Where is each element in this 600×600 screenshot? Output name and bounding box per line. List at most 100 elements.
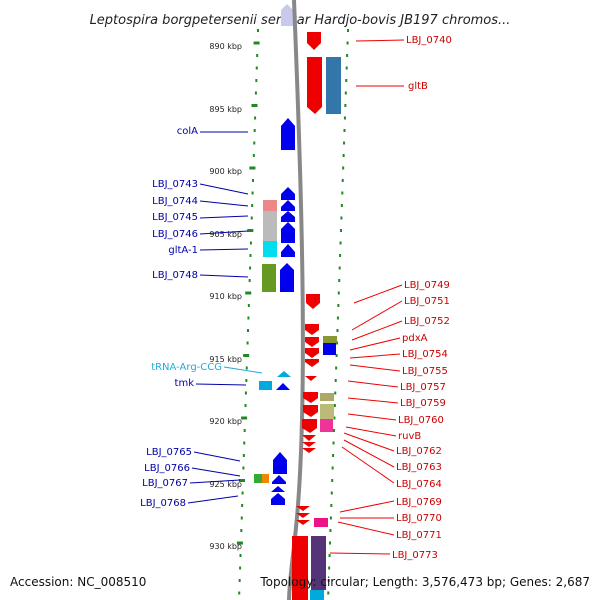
- gene-label[interactable]: tmk: [175, 378, 195, 389]
- gene-feature[interactable]: [262, 264, 276, 292]
- trna-feature[interactable]: [277, 371, 291, 377]
- gene-feature[interactable]: [305, 324, 319, 335]
- gene-feature[interactable]: [281, 200, 295, 211]
- gene-label[interactable]: LBJ_0767: [142, 478, 188, 489]
- gene-feature[interactable]: [320, 419, 333, 432]
- gene-feature[interactable]: [320, 404, 334, 419]
- gene-label[interactable]: LBJ_0762: [396, 446, 442, 457]
- gene-feature[interactable]: [296, 520, 310, 525]
- gene-label[interactable]: LBJ_0744: [152, 196, 198, 207]
- gene-label[interactable]: gltA-1: [168, 245, 198, 256]
- gene-feature[interactable]: [263, 211, 277, 241]
- gene-feature[interactable]: [310, 590, 324, 600]
- gene-feature[interactable]: [303, 392, 318, 403]
- tick-mark: [255, 79, 258, 82]
- gene-feature[interactable]: [271, 493, 285, 505]
- gene-label[interactable]: LBJ_0745: [152, 212, 198, 223]
- gene-feature[interactable]: [262, 474, 269, 483]
- kbp-label: 920 kbp: [209, 417, 242, 426]
- tick-mark: [336, 316, 339, 320]
- gene-feature[interactable]: [302, 448, 316, 453]
- gene-feature[interactable]: [305, 348, 319, 358]
- tick-mark: [245, 379, 248, 382]
- gene-feature[interactable]: [302, 442, 316, 447]
- gene-feature[interactable]: [276, 383, 290, 390]
- gene-label[interactable]: LBJ_0763: [396, 462, 442, 473]
- gene-feature[interactable]: [273, 452, 287, 474]
- gene-feature[interactable]: [323, 343, 336, 355]
- gene-feature[interactable]: [292, 536, 308, 600]
- gene-label[interactable]: LBJ_0765: [146, 447, 192, 458]
- gene-feature[interactable]: [314, 518, 328, 527]
- gene-feature[interactable]: [263, 241, 277, 257]
- tick-mark: [251, 204, 254, 207]
- gene-feature[interactable]: [281, 118, 295, 150]
- gene-label[interactable]: LBJ_0759: [400, 398, 446, 409]
- tick-mark: [332, 454, 335, 457]
- gene-label[interactable]: LBJ_0768: [140, 498, 186, 509]
- gene-label[interactable]: gltB: [408, 81, 428, 92]
- gene-label[interactable]: LBJ_0773: [392, 550, 438, 561]
- gene-feature[interactable]: [323, 336, 337, 343]
- tick-mark: [330, 504, 333, 507]
- leader-line: [199, 215, 249, 219]
- tick-mark: [330, 491, 333, 495]
- gene-feature[interactable]: [326, 57, 341, 114]
- tick-mark: [343, 129, 346, 132]
- gene-label[interactable]: LBJ_0740: [406, 35, 452, 46]
- tick-mark: [347, 29, 349, 32]
- gene-label[interactable]: colA: [177, 126, 198, 137]
- gene-label[interactable]: LBJ_0771: [396, 530, 442, 541]
- gene-feature[interactable]: [272, 475, 286, 484]
- gene-label[interactable]: LBJ_0751: [404, 296, 450, 307]
- gene-feature[interactable]: [307, 32, 321, 50]
- gene-label[interactable]: LBJ_0757: [400, 382, 446, 393]
- gene-feature[interactable]: [305, 337, 319, 347]
- tick-mark: [247, 316, 250, 320]
- gene-label[interactable]: tRNA-Arg-CCG: [151, 362, 222, 373]
- gene-label[interactable]: LBJ_0766: [144, 463, 190, 474]
- gene-feature[interactable]: [259, 381, 272, 390]
- gene-label[interactable]: LBJ_0760: [398, 415, 444, 426]
- tick-mark: [332, 441, 335, 445]
- leader-line: [353, 284, 403, 304]
- gene-feature[interactable]: [281, 187, 295, 200]
- gene-feature[interactable]: [307, 57, 322, 114]
- gene-feature[interactable]: [254, 474, 262, 483]
- kbp-scale: 890 kbp 895 kbp 900 kbp 905 kbp 910 kbp …: [209, 42, 242, 551]
- gene-label[interactable]: LBJ_0755: [402, 366, 448, 377]
- kbp-label: 900 kbp: [209, 167, 242, 176]
- gene-label[interactable]: LBJ_0752: [404, 316, 450, 327]
- gene-feature[interactable]: [281, 222, 295, 243]
- gene-feature[interactable]: [303, 405, 318, 417]
- gene-label[interactable]: LBJ_0743: [152, 179, 198, 190]
- gene-feature[interactable]: [305, 376, 317, 381]
- tick-mark: [253, 129, 256, 132]
- gene-feature[interactable]: [296, 513, 310, 518]
- leader-line: [347, 397, 399, 404]
- gene-feature[interactable]: [271, 486, 285, 492]
- gene-feature[interactable]: [280, 263, 294, 292]
- tick-mark: [331, 479, 334, 482]
- tick-mark: [335, 354, 338, 357]
- gene-feature[interactable]: [305, 359, 319, 367]
- gene-label[interactable]: LBJ_0749: [404, 280, 450, 291]
- gene-feature[interactable]: [311, 536, 326, 590]
- gene-label[interactable]: pdxA: [402, 333, 428, 344]
- leader-line: [193, 451, 241, 462]
- gene-feature[interactable]: [281, 211, 295, 222]
- gene-feature[interactable]: [263, 200, 277, 211]
- gene-feature[interactable]: [296, 506, 310, 511]
- gene-feature[interactable]: [302, 419, 317, 433]
- gene-label[interactable]: LBJ_0754: [402, 349, 448, 360]
- gene-feature[interactable]: [320, 393, 334, 401]
- gene-label[interactable]: LBJ_0769: [396, 497, 442, 508]
- gene-feature[interactable]: [302, 435, 316, 441]
- gene-label[interactable]: ruvB: [398, 431, 421, 442]
- gene-feature[interactable]: [306, 294, 320, 309]
- gene-label[interactable]: LBJ_0764: [396, 479, 442, 490]
- gene-label[interactable]: LBJ_0746: [152, 229, 198, 240]
- gene-feature[interactable]: [281, 244, 295, 257]
- gene-label[interactable]: LBJ_0748: [152, 270, 198, 281]
- gene-label[interactable]: LBJ_0770: [396, 513, 442, 524]
